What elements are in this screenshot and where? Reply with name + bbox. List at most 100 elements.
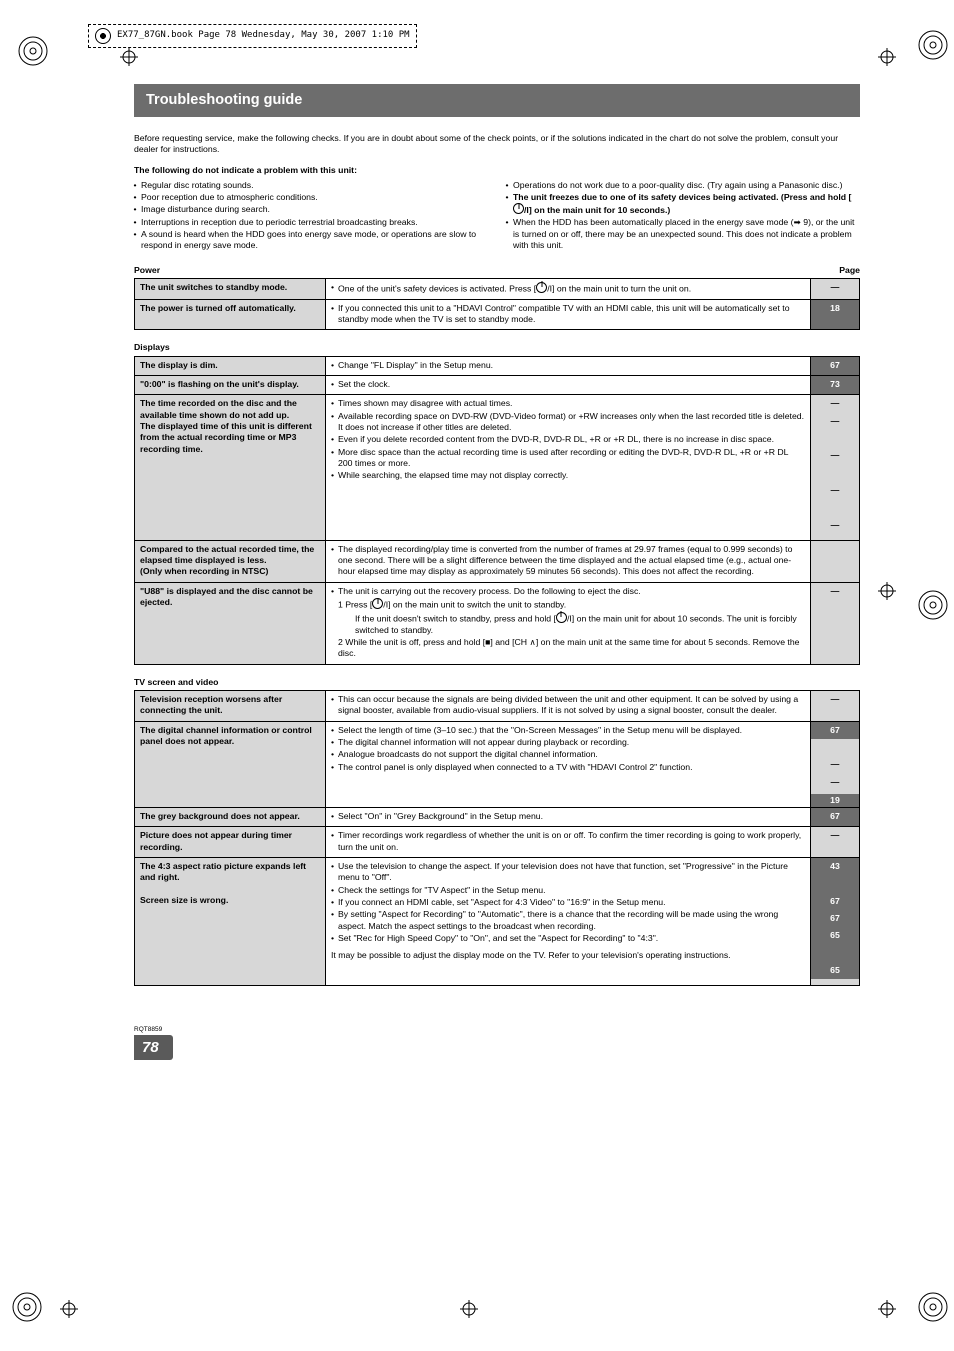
solution-cell: Set the clock. — [326, 376, 811, 395]
page-ref: 43 67 67 65 65 — [811, 858, 860, 986]
intro-text: Before requesting service, make the foll… — [134, 133, 860, 156]
solution-step: 2 While the unit is off, press and hold … — [331, 637, 805, 660]
solution-text: If you connected this unit to a "HDAVI C… — [331, 303, 805, 326]
file-banner-text: EX77_87GN.book Page 78 Wednesday, May 30… — [117, 30, 410, 42]
note-item: A sound is heard when the HDD goes into … — [134, 229, 488, 252]
issue-cell: Compared to the actual recorded time, th… — [135, 540, 326, 582]
crop-mark-icon — [878, 48, 896, 66]
solution-text: The unit is carrying out the recovery pr… — [331, 586, 805, 597]
page-ref-line: — — [816, 777, 854, 788]
issue-cell: Picture does not appear during timer rec… — [135, 827, 326, 858]
note-item: Image disturbance during search. — [134, 204, 488, 215]
issue-cell: "0:00" is flashing on the unit's display… — [135, 376, 326, 395]
power-icon — [513, 203, 524, 214]
crop-mark-icon — [120, 48, 138, 66]
page-ref-line: — — [816, 485, 854, 496]
solution-text: Even if you delete recorded content from… — [331, 434, 805, 445]
note-item: The unit freezes due to one of its safet… — [506, 192, 860, 216]
reg-mark-icon — [16, 34, 50, 68]
solution-step: If the unit doesn't switch to standby, p… — [331, 612, 805, 636]
issue-cell: The 4:3 aspect ratio picture expands lef… — [135, 858, 326, 986]
page-ref-line: 43 — [811, 858, 859, 872]
page-ref-line: 19 — [830, 795, 840, 805]
page-ref-line: — — [816, 416, 854, 427]
issue-cell: The digital channel information or contr… — [135, 721, 326, 808]
solution-text: /I] on the main unit to turn the unit on… — [547, 283, 691, 293]
solution-cell: This can occur because the signals are b… — [326, 690, 811, 721]
crop-mark-icon — [460, 1300, 478, 1318]
issue-cell: The power is turned off automatically. — [135, 299, 326, 330]
note-item: Poor reception due to atmospheric condit… — [134, 192, 488, 203]
solution-text: Select the length of time (3–10 sec.) th… — [331, 725, 805, 736]
note-item: Regular disc rotating sounds. — [134, 180, 488, 191]
solution-cell: Times shown may disagree with actual tim… — [326, 395, 811, 541]
tv-table: Television reception worsens after conne… — [134, 690, 860, 986]
solution-text: The digital channel information will not… — [331, 737, 805, 748]
section-heading-displays: Displays — [134, 342, 170, 353]
page-ref: — — [811, 582, 860, 664]
solution-text: One of the unit's safety devices is acti… — [338, 283, 536, 293]
solution-text: Times shown may disagree with actual tim… — [331, 398, 805, 409]
page-ref: — — [811, 278, 860, 299]
solution-cell: The unit is carrying out the recovery pr… — [326, 582, 811, 664]
reg-mark-icon — [916, 588, 950, 622]
issue-cell: The unit switches to standby mode. — [135, 278, 326, 299]
page-ref — [811, 540, 860, 582]
solution-text: This can occur because the signals are b… — [331, 694, 805, 717]
solution-text: If you connect an HDMI cable, set "Aspec… — [331, 897, 805, 908]
note-item: When the HDD has been automatically plac… — [506, 217, 860, 251]
page-ref: — — [811, 690, 860, 721]
issue-cell: The grey background does not appear. — [135, 808, 326, 827]
solution-cell: Timer recordings work regardless of whet… — [326, 827, 811, 858]
power-icon — [536, 282, 547, 293]
displays-table: The display is dim. Change "FL Display" … — [134, 356, 860, 665]
page-ref-line: 65 — [811, 965, 859, 979]
solution-text: While searching, the elapsed time may no… — [331, 470, 805, 481]
solution-cell: Use the television to change the aspect.… — [326, 858, 811, 986]
page-ref-line: — — [816, 398, 854, 409]
section-heading-power: Power — [134, 265, 160, 276]
page-ref-line: — — [816, 520, 854, 531]
reg-mark-icon — [916, 1290, 950, 1324]
page-ref-line: 67 — [811, 896, 859, 907]
page-column-label: Page — [839, 265, 860, 276]
solution-text: Set the clock. — [331, 379, 805, 390]
page-ref: 67 — [811, 808, 860, 827]
solution-tail: It may be possible to adjust the display… — [331, 950, 805, 961]
page-ref: 67 — — 19 — [811, 721, 860, 808]
solution-text: Set "Rec for High Speed Copy" to "On", a… — [331, 933, 805, 944]
solution-text: The displayed recording/play time is con… — [331, 544, 805, 578]
page-title: Troubleshooting guide — [134, 84, 860, 117]
issue-cell: The display is dim. — [135, 356, 326, 375]
crop-mark-icon — [878, 582, 896, 600]
solution-text: Select "On" in "Grey Background" in the … — [331, 811, 805, 822]
page-ref-line: 65 — [811, 930, 859, 941]
note-item: Operations do not work due to a poor-qua… — [506, 180, 860, 191]
reg-mark-icon — [916, 28, 950, 62]
page-ref-line: 67 — [830, 725, 840, 735]
page-ref: 73 — [811, 376, 860, 395]
issue-cell: Television reception worsens after conne… — [135, 690, 326, 721]
solution-text: If the unit doesn't switch to standby, p… — [355, 613, 556, 623]
solution-cell: The displayed recording/play time is con… — [326, 540, 811, 582]
solution-text: By setting "Aspect for Recording" to "Au… — [331, 909, 805, 932]
crop-mark-icon — [60, 1300, 78, 1318]
page-number: 78 — [134, 1035, 173, 1061]
note-text: The unit freezes due to one of its safet… — [513, 192, 851, 202]
solution-text: Timer recordings work regardless of whet… — [331, 830, 805, 853]
solution-text: Analogue broadcasts do not support the d… — [331, 749, 805, 760]
solution-text: 1 Press [ — [338, 600, 372, 610]
power-icon — [556, 612, 567, 623]
solution-cell: If you connected this unit to a "HDAVI C… — [326, 299, 811, 330]
section-heading-tv: TV screen and video — [134, 677, 219, 688]
page-footer: RQT8859 78 — [134, 1026, 860, 1060]
solution-cell: Select the length of time (3–10 sec.) th… — [326, 721, 811, 808]
not-problem-heading: The following do not indicate a problem … — [134, 165, 860, 176]
note-item: Interruptions in reception due to period… — [134, 217, 488, 228]
issue-cell: "U88" is displayed and the disc cannot b… — [135, 582, 326, 664]
page-ref-line: — — [816, 450, 854, 461]
notes-right-list: Operations do not work due to a poor-qua… — [506, 180, 860, 251]
page-ref: 18 — [811, 299, 860, 330]
solution-text: Change "FL Display" in the Setup menu. — [331, 360, 805, 371]
page-ref-line: — — [816, 759, 854, 770]
